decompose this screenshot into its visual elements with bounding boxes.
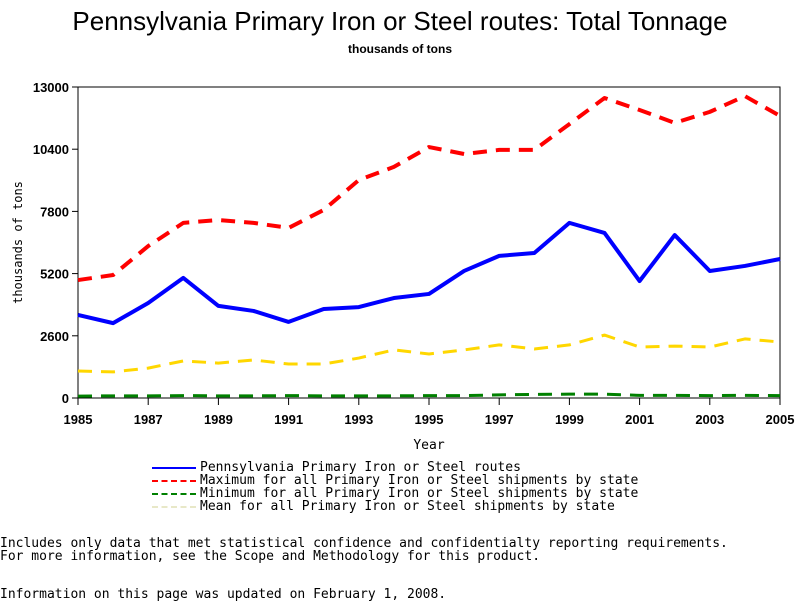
series-line-2 — [78, 394, 780, 396]
x-tick-label: 2001 — [625, 412, 654, 427]
series-line-0 — [78, 223, 780, 323]
x-tick-label: 1991 — [274, 412, 303, 427]
legend-swatch — [152, 493, 196, 495]
x-tick-label: 1985 — [64, 412, 93, 427]
x-tick-label: 2003 — [695, 412, 724, 427]
y-tick-label: 0 — [62, 391, 69, 406]
series-line-1 — [78, 96, 780, 280]
legend-swatch — [152, 467, 196, 469]
legend-swatch — [152, 506, 196, 508]
y-axis-label: thousands of tons — [11, 181, 25, 304]
y-tick-label: 10400 — [33, 142, 69, 157]
x-tick-label: 1997 — [485, 412, 514, 427]
x-tick-label: 1989 — [204, 412, 233, 427]
y-tick-label: 13000 — [33, 80, 69, 95]
legend-label: Mean for all Primary Iron or Steel shipm… — [200, 499, 615, 514]
y-tick-label: 7800 — [40, 204, 69, 219]
x-tick-label: 2005 — [766, 412, 795, 427]
note-methodology: For more information, see the Scope and … — [0, 549, 540, 564]
y-tick-label: 5200 — [40, 267, 69, 282]
x-axis-label: Year — [413, 438, 444, 453]
plot-frame — [78, 87, 780, 398]
x-tick-label: 1995 — [415, 412, 444, 427]
legend-swatch — [152, 480, 196, 482]
legend-item: Mean for all Primary Iron or Steel shipm… — [152, 499, 615, 514]
x-tick-label: 1993 — [344, 412, 373, 427]
chart: 0 2600 5200 7800 10400 13000 1985 1987 1989 1991 1… — [0, 0, 800, 460]
x-tick-label: 1999 — [555, 412, 584, 427]
y-tick-label: 2600 — [40, 329, 69, 344]
series-line-3 — [78, 335, 780, 372]
x-tick-label: 1987 — [134, 412, 163, 427]
